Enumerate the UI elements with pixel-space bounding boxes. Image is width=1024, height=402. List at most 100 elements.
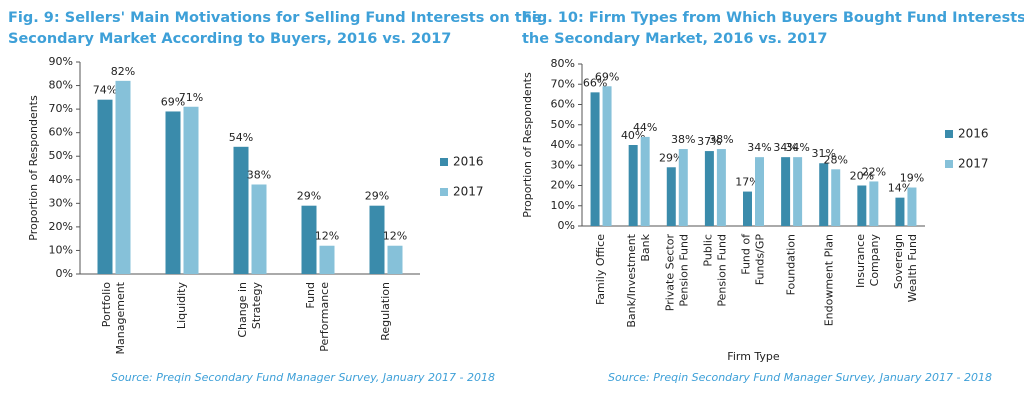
legend-label: 2017 — [453, 185, 484, 199]
y-tick-label: 0% — [558, 219, 575, 232]
chart-title: Fig. 10: Firm Types from Which Buyers Bo… — [522, 10, 1024, 47]
bar — [793, 157, 803, 226]
value-label: 38% — [247, 168, 271, 181]
value-label: 20% — [850, 170, 874, 183]
y-tick-label: 80% — [49, 79, 73, 92]
bar — [895, 197, 905, 226]
y-tick-label: 20% — [49, 220, 73, 233]
bar — [781, 157, 791, 226]
bar — [755, 157, 764, 226]
source: Source: Preqin Secondary Fund Manager Su… — [608, 371, 992, 384]
x-tick-label: PublicPension Fund — [701, 234, 728, 307]
bar — [183, 106, 199, 274]
y-tick-label: 90% — [49, 55, 73, 68]
bar — [869, 181, 879, 226]
value-label: 29% — [297, 190, 321, 203]
bar — [115, 80, 131, 274]
x-tick-label: Bank/InvestmentBank — [625, 233, 652, 327]
bar — [666, 167, 676, 226]
y-tick-label: 40% — [49, 173, 73, 186]
y-axis-label: Proportion of Respondents — [27, 95, 40, 241]
bar — [704, 151, 714, 226]
value-label: 71% — [179, 91, 203, 104]
x-axis-label: Firm Type — [727, 350, 780, 363]
y-tick-label: 0% — [56, 267, 73, 280]
value-label: 34% — [747, 141, 771, 154]
x-tick-label: FundPerformance — [304, 282, 331, 352]
legend-swatch — [440, 158, 448, 166]
bar — [369, 205, 385, 274]
legend-swatch — [945, 160, 953, 168]
bar — [602, 86, 612, 227]
bar — [97, 99, 113, 274]
value-label: 37% — [697, 135, 721, 148]
x-tick-label: Private SectorPension Fund — [663, 234, 690, 312]
value-label: 29% — [659, 151, 683, 164]
value-label: 22% — [862, 165, 886, 178]
y-tick-label: 50% — [49, 149, 73, 162]
value-label: 12% — [383, 230, 407, 243]
legend-label: 2016 — [958, 127, 989, 141]
x-tick-label: Liquidity — [175, 282, 188, 330]
value-label: 38% — [709, 133, 733, 146]
legend-swatch — [945, 130, 953, 138]
y-tick-label: 60% — [49, 126, 73, 139]
chart-title: Fig. 9: Sellers' Main Motivations for Se… — [8, 10, 542, 47]
bar — [590, 92, 600, 226]
x-tick-label: InsuranceCompany — [854, 234, 881, 288]
bar — [165, 111, 181, 274]
x-tick-label: Family Office — [594, 234, 607, 305]
x-tick-label: Foundation — [785, 234, 798, 295]
bar — [743, 191, 752, 226]
bar — [907, 187, 917, 226]
value-label: 34% — [785, 141, 809, 154]
y-tick-label: 30% — [49, 196, 73, 209]
legend-label: 2016 — [453, 155, 484, 169]
y-tick-label: 70% — [551, 77, 575, 90]
bar — [857, 185, 867, 226]
bar — [301, 205, 317, 274]
value-label: 69% — [595, 70, 619, 83]
value-label: 28% — [823, 153, 847, 166]
value-label: 69% — [161, 95, 185, 108]
value-label: 14% — [888, 182, 912, 195]
x-tick-label: Fund ofFunds/GP — [740, 233, 767, 285]
value-label: 74% — [93, 84, 117, 97]
bar — [819, 163, 829, 226]
value-label: 66% — [583, 76, 607, 89]
x-tick-label: Regulation — [379, 282, 392, 341]
bar — [716, 149, 726, 226]
y-tick-label: 80% — [551, 57, 575, 70]
value-label: 31% — [811, 147, 835, 160]
value-label: 19% — [900, 172, 924, 185]
y-tick-label: 40% — [551, 138, 575, 151]
y-tick-label: 10% — [49, 243, 73, 256]
y-tick-label: 20% — [551, 179, 575, 192]
x-tick-label: Change inStrategy — [236, 282, 263, 338]
y-tick-label: 10% — [551, 199, 575, 212]
value-label: 17% — [735, 176, 759, 189]
legend-swatch — [440, 188, 448, 196]
value-label: 54% — [229, 131, 253, 144]
bar — [319, 245, 335, 274]
value-label: 12% — [315, 230, 339, 243]
value-label: 44% — [633, 121, 657, 134]
source: Source: Preqin Secondary Fund Manager Su… — [111, 371, 495, 384]
value-label: 34% — [773, 141, 797, 154]
x-tick-label: SovereignWealth Fund — [892, 234, 919, 302]
y-tick-label: 30% — [551, 158, 575, 171]
y-axis-label: Proportion of Respondents — [521, 72, 534, 218]
legend-label: 2017 — [958, 157, 989, 171]
bar — [678, 149, 688, 226]
y-tick-label: 50% — [551, 118, 575, 131]
y-tick-label: 70% — [49, 102, 73, 115]
x-tick-label: PortfolioManagement — [100, 281, 127, 354]
bar — [387, 245, 403, 274]
y-tick-label: 60% — [551, 98, 575, 111]
value-label: 40% — [621, 129, 645, 142]
bar — [640, 136, 650, 226]
value-label: 29% — [365, 190, 389, 203]
value-label: 82% — [111, 65, 135, 78]
